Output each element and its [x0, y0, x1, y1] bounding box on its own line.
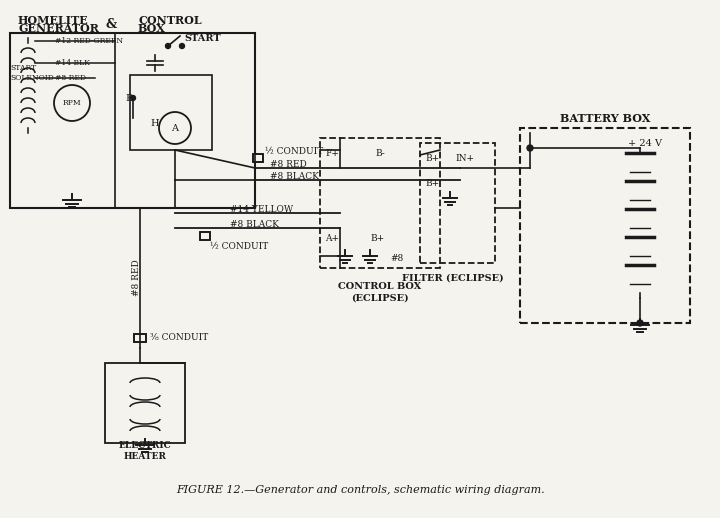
Circle shape	[527, 145, 533, 151]
Text: #8 RED: #8 RED	[132, 260, 140, 296]
Circle shape	[179, 44, 184, 49]
Text: F+: F+	[325, 149, 339, 157]
Text: IN+: IN+	[455, 153, 474, 163]
Text: B+: B+	[370, 234, 384, 242]
Text: ½ CONDUIT: ½ CONDUIT	[210, 241, 269, 251]
Text: #8 RED: #8 RED	[270, 160, 307, 168]
Bar	[253, 154, 263, 162]
Text: #8 BLACK: #8 BLACK	[230, 220, 279, 228]
Text: A+: A+	[325, 234, 339, 242]
Circle shape	[166, 44, 171, 49]
Text: + 24 V: + 24 V	[628, 138, 662, 148]
Text: FILTER (ECLIPSE): FILTER (ECLIPSE)	[402, 274, 503, 282]
Text: START: START	[184, 34, 220, 42]
Text: A: A	[171, 123, 179, 133]
Bar	[520, 128, 690, 323]
Text: START
SOLENOID: START SOLENOID	[10, 64, 54, 82]
Text: BOX: BOX	[138, 22, 166, 34]
Text: H: H	[150, 119, 158, 127]
Text: FIGURE 12.—Generator and controls, schematic wiring diagram.: FIGURE 12.—Generator and controls, schem…	[176, 485, 544, 495]
Text: BATTERY BOX: BATTERY BOX	[560, 112, 650, 123]
Bar	[105, 363, 185, 443]
Text: #8: #8	[390, 253, 403, 263]
Bar	[134, 334, 146, 342]
Text: &: &	[105, 18, 116, 31]
Circle shape	[637, 320, 643, 326]
Bar	[134, 334, 146, 342]
Text: HOMELITE: HOMELITE	[18, 15, 89, 25]
Text: #14 YELLOW: #14 YELLOW	[230, 205, 293, 213]
Text: (ECLIPSE): (ECLIPSE)	[351, 294, 409, 303]
Text: RPM: RPM	[63, 99, 81, 107]
Text: #8 BLACK: #8 BLACK	[270, 171, 319, 180]
Text: #8 RED: #8 RED	[55, 74, 86, 82]
Text: ½ CONDUIT: ½ CONDUIT	[265, 147, 323, 155]
Text: #12 RED-GREEN: #12 RED-GREEN	[55, 37, 123, 45]
Bar	[253, 154, 263, 162]
Circle shape	[130, 95, 135, 100]
Bar	[200, 232, 210, 240]
Text: ⅜ CONDUIT: ⅜ CONDUIT	[150, 334, 208, 342]
Text: B-: B-	[375, 149, 384, 157]
Bar	[10, 33, 255, 208]
Bar	[130, 75, 212, 150]
Bar	[420, 143, 495, 263]
Text: B+: B+	[425, 153, 439, 163]
Bar	[200, 232, 210, 240]
Text: CONTROL BOX: CONTROL BOX	[338, 281, 422, 291]
Text: #14 BLK: #14 BLK	[55, 59, 90, 67]
Text: GENERATOR: GENERATOR	[18, 22, 99, 34]
Text: ELECTRIC
HEATER: ELECTRIC HEATER	[119, 441, 171, 461]
Text: B+: B+	[425, 179, 439, 188]
Text: CONTROL: CONTROL	[138, 15, 202, 25]
Bar	[320, 138, 440, 268]
Text: B: B	[125, 94, 132, 103]
